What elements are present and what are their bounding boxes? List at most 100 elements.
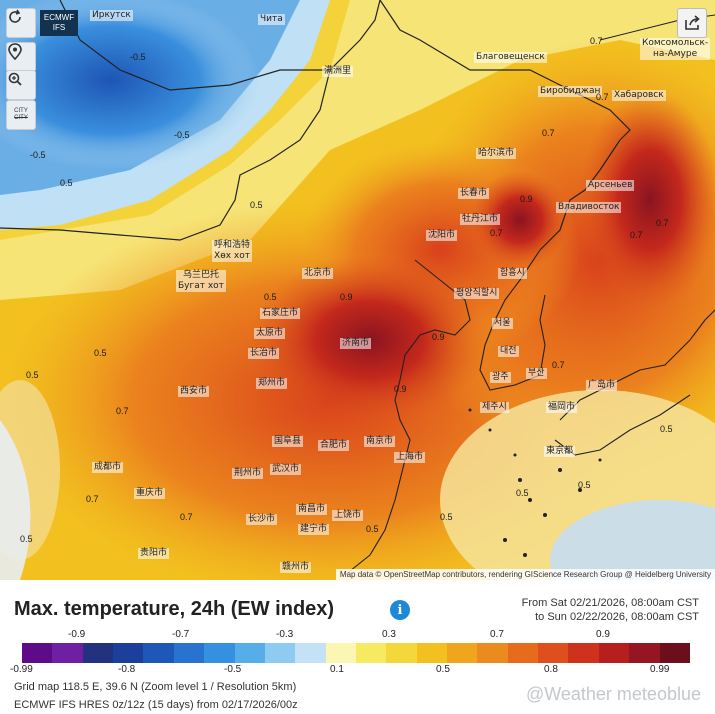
city-label[interactable]: 太原市 (254, 328, 286, 339)
city-label[interactable]: 함흥시 (498, 268, 527, 279)
legend-swatch (386, 643, 417, 663)
city-label[interactable]: 부산 (526, 368, 547, 379)
model-badge-line2: IFS (52, 23, 66, 32)
legend-tick-label: 0.99 (650, 664, 670, 675)
value-label: 0.7 (552, 360, 565, 370)
legend-swatch (659, 643, 690, 663)
city-label[interactable]: Чита (258, 14, 285, 25)
legend-tick-label: 0.9 (596, 629, 610, 640)
legend-swatch (143, 643, 174, 663)
brand-watermark: @Weather meteoblue (525, 684, 701, 704)
city-label[interactable]: 国阜县 (272, 436, 304, 447)
color-legend (22, 643, 690, 663)
value-label: 0.5 (516, 488, 529, 498)
city-label[interactable]: 赣州市 (280, 562, 312, 573)
zoom-button[interactable] (6, 70, 36, 100)
refresh-button[interactable] (6, 8, 36, 38)
city-label[interactable]: 서울 (492, 318, 513, 329)
map-attribution[interactable]: Map data © OpenStreetMap contributors, r… (335, 569, 715, 580)
value-label: 0.9 (394, 384, 407, 394)
city-label[interactable]: 제주시 (480, 402, 509, 413)
value-label: 0.7 (542, 128, 555, 138)
city-label[interactable]: 福岡市 (546, 402, 578, 413)
city-toggle-button[interactable]: CITY CITY (6, 100, 36, 130)
city-label[interactable]: 沈阳市 (426, 230, 458, 241)
city-label[interactable]: 长治市 (248, 348, 280, 359)
city-label[interactable]: 上海市 (394, 452, 426, 463)
value-label: 0.5 (94, 348, 107, 358)
city-label[interactable]: 满洲里 (322, 66, 354, 77)
legend-tick-label: -0.3 (276, 629, 294, 640)
value-label: 0.5 (660, 424, 673, 434)
city-label[interactable]: 北京市 (302, 268, 334, 279)
value-label: 0.7 (656, 218, 669, 228)
value-label: 0.5 (366, 524, 379, 534)
city-label[interactable]: 长沙市 (246, 514, 278, 525)
legend-swatch (52, 643, 83, 663)
city-label[interactable]: 长春市 (458, 188, 490, 199)
location-button[interactable] (6, 42, 36, 72)
info-icon[interactable]: i (390, 600, 410, 620)
city-label[interactable]: 郑州市 (256, 378, 288, 389)
city-label[interactable]: Хабаровск (612, 90, 666, 101)
legend-swatch (568, 643, 599, 663)
city-label[interactable]: 广岛市 (586, 380, 618, 391)
city-label[interactable]: 南昌市 (296, 504, 328, 515)
city-label[interactable]: 광주 (490, 372, 511, 383)
legend-swatch (173, 643, 205, 663)
value-label: 0.7 (590, 36, 603, 46)
value-label: 0.7 (630, 230, 643, 240)
city-label[interactable]: 牡丹江市 (460, 214, 501, 225)
city-label[interactable]: Благовещенск (474, 52, 547, 63)
value-label: 0.5 (578, 480, 591, 490)
legend-swatch (355, 643, 387, 663)
city-label[interactable]: 대전 (498, 346, 519, 357)
period-from: From Sat 02/21/2026, 08:00am CST (521, 597, 699, 609)
city-label[interactable]: 成都市 (92, 462, 124, 473)
city-label[interactable]: Владивосток (556, 202, 622, 213)
city-label[interactable]: 乌兰巴托 Бугат хот (176, 270, 226, 292)
city-label[interactable]: 呼和浩特 Хөх хот (212, 240, 253, 262)
city-label[interactable]: 南京市 (364, 436, 396, 447)
city-label[interactable]: 哈尔滨市 (476, 148, 517, 159)
city-label[interactable]: 평양직할시 (454, 288, 500, 299)
map-title: Max. temperature, 24h (EW index) (14, 598, 335, 620)
city-label[interactable]: 合肥市 (318, 440, 350, 451)
legend-swatch (477, 643, 508, 663)
zoom-icon (8, 72, 22, 86)
value-label: 0.5 (20, 534, 33, 544)
city-label[interactable]: Биробиджан (538, 86, 603, 97)
value-label: 0.5 (250, 200, 263, 210)
city-label[interactable]: 西安市 (178, 386, 210, 397)
city-label[interactable]: 贵阳市 (138, 548, 170, 559)
value-label: 0.9 (340, 292, 353, 302)
legend-swatch (82, 643, 114, 663)
legend-tick-label: 0.1 (330, 664, 344, 675)
share-button[interactable] (677, 8, 707, 38)
value-label: 0.9 (432, 332, 445, 342)
legend-tick-label: -0.9 (68, 629, 86, 640)
city-label[interactable]: 石家庄市 (260, 308, 301, 319)
legend-tick-label: -0.99 (10, 664, 33, 675)
city-label[interactable]: Иркутск (90, 10, 133, 21)
city-label[interactable]: Арсеньев (586, 180, 635, 191)
city-label[interactable]: 重庆市 (134, 488, 166, 499)
city-label[interactable]: 荆州市 (232, 468, 264, 479)
city-label[interactable]: 武汉市 (270, 464, 302, 475)
city-label[interactable]: 東京都 (544, 446, 576, 457)
city-label[interactable]: Комсомольск- на-Амуре (640, 38, 711, 60)
legend-swatch (22, 643, 53, 663)
value-label: 0.7 (180, 512, 193, 522)
map-view[interactable]: Иркутск Чита 满洲里 Благовещенск Комсомольс… (0, 0, 715, 580)
value-label: 0.7 (116, 406, 129, 416)
legend-tick-label: 0.3 (382, 629, 396, 640)
legend-swatch (295, 643, 326, 663)
city-label[interactable]: 上饶市 (332, 510, 364, 521)
city-label[interactable]: 建宁市 (298, 524, 330, 535)
legend-tick-label: 0.8 (544, 664, 558, 675)
value-label: -0.5 (30, 150, 46, 160)
legend-swatch (325, 643, 356, 663)
city-label[interactable]: 济南市 (340, 338, 372, 349)
city-toggle-label-2: CITY (14, 115, 28, 121)
value-label: 0.5 (264, 292, 277, 302)
